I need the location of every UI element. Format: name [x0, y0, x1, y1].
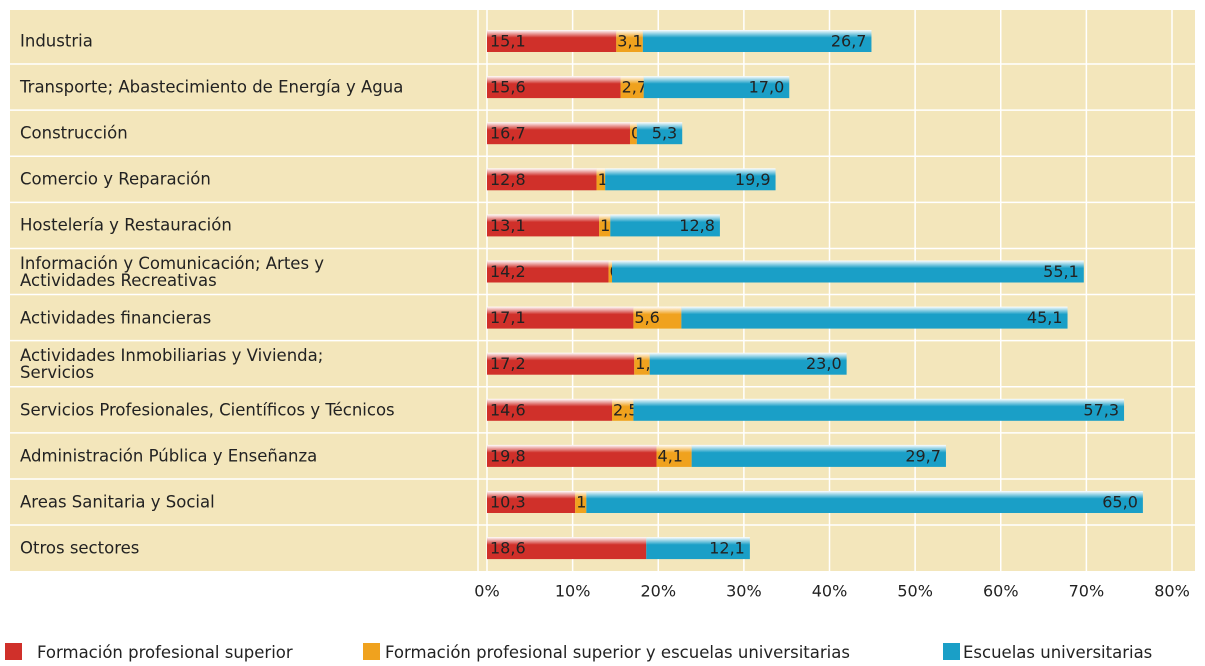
legend-label: Formación profesional superior [37, 643, 293, 662]
data-label: 10,3 [490, 493, 526, 512]
bar-segment [487, 537, 647, 560]
bar-segment [487, 444, 657, 467]
data-label: 26,7 [831, 32, 867, 51]
data-label: 4,1 [658, 446, 683, 465]
data-label: 45,1 [1027, 308, 1063, 327]
x-tick-label: 30% [726, 582, 762, 601]
category-label: Información y Comunicación; Artes y Acti… [20, 253, 325, 290]
bar-segment [487, 30, 617, 52]
data-label: 65,0 [1102, 493, 1138, 512]
data-label: 15,6 [490, 78, 526, 97]
bar-segment [487, 306, 634, 329]
data-label: 19,9 [735, 170, 771, 189]
bar-segment [487, 398, 613, 421]
x-tick-label: 10% [555, 582, 591, 601]
bar-segment [656, 444, 692, 467]
bar-segment [599, 214, 611, 237]
category-label: Actividades financieras [20, 308, 212, 328]
x-tick-label: 70% [1069, 582, 1105, 601]
bar-segment [612, 398, 634, 421]
category-label: Actividades Inmobiliarias y Vivienda; Se… [20, 345, 324, 382]
bar-segment [487, 168, 597, 191]
legend-label: Formación profesional superior y escuela… [385, 643, 850, 662]
data-label: 12,8 [490, 170, 526, 189]
category-label: Industria [20, 31, 93, 51]
plot-background [10, 10, 1195, 571]
bar-segment [608, 260, 613, 283]
bar-segment [620, 76, 644, 99]
bar-segment [629, 122, 637, 145]
data-label: 12,1 [709, 539, 745, 558]
bar-segment [691, 444, 946, 467]
bar-segment [649, 352, 847, 375]
bar-segment [642, 30, 872, 52]
bar-segment [633, 306, 682, 329]
data-label: 14,2 [490, 262, 526, 281]
bar-segment [487, 352, 635, 375]
bar-segment [636, 122, 683, 145]
bar-segment [596, 168, 606, 191]
bar-segment [487, 122, 630, 145]
bar-segment [487, 76, 621, 99]
bar-segment [646, 537, 750, 560]
legend-swatch [363, 643, 380, 660]
data-label: 5,3 [652, 124, 677, 143]
data-label: 2,5 [613, 400, 638, 419]
data-label: 57,3 [1083, 400, 1119, 419]
bar-segment [612, 260, 1084, 283]
category-label: Construcción [20, 123, 128, 143]
x-tick-label: 40% [812, 582, 848, 601]
data-label: 23,0 [806, 354, 842, 373]
data-label: 2,7 [622, 78, 647, 97]
category-label: Otros sectores [20, 538, 140, 558]
bar-segment [616, 30, 643, 52]
data-label: 29,7 [905, 446, 941, 465]
data-label: 18,6 [490, 539, 526, 558]
category-label: Hostelería y Restauración [20, 215, 232, 235]
data-label: 13,1 [490, 216, 526, 235]
data-label: 19,8 [490, 446, 526, 465]
bar-segment [634, 352, 650, 375]
legend-swatch [5, 643, 22, 660]
bar-segment [487, 491, 576, 513]
x-tick-label: 60% [983, 582, 1019, 601]
bar-segment [681, 306, 1068, 329]
data-label: 16,7 [490, 124, 526, 143]
data-label: 12,8 [679, 216, 715, 235]
legend-label: Escuelas universitarias [963, 643, 1153, 662]
x-tick-label: 50% [897, 582, 933, 601]
bar-segment [586, 491, 1143, 513]
x-tick-label: 80% [1154, 582, 1190, 601]
data-label: 5,6 [634, 308, 659, 327]
x-tick-label: 20% [640, 582, 676, 601]
x-tick-label: 0% [474, 582, 499, 601]
bar-segment [487, 214, 600, 237]
bar-segment [633, 398, 1125, 421]
category-label: Administración Pública y Enseñanza [20, 446, 318, 466]
bar-segment [605, 168, 776, 191]
legend-swatch [943, 643, 960, 660]
bar-segment [575, 491, 587, 513]
data-label: 14,6 [490, 400, 526, 419]
data-label: 17,2 [490, 354, 526, 373]
category-label: Servicios Profesionales, Científicos y T… [20, 400, 395, 420]
data-label: 17,0 [749, 78, 785, 97]
data-label: 15,1 [490, 32, 526, 51]
bar-segment [487, 260, 609, 283]
data-label: 3,1 [617, 32, 642, 51]
data-label: 55,1 [1043, 262, 1079, 281]
bar-segment [610, 214, 720, 237]
category-label: Transporte; Abastecimiento de Energía y … [20, 77, 404, 97]
category-label: Comercio y Reparación [20, 169, 211, 189]
data-label: 17,1 [490, 308, 526, 327]
bar-segment [643, 76, 790, 99]
category-label: Areas Sanitaria y Social [20, 492, 215, 512]
